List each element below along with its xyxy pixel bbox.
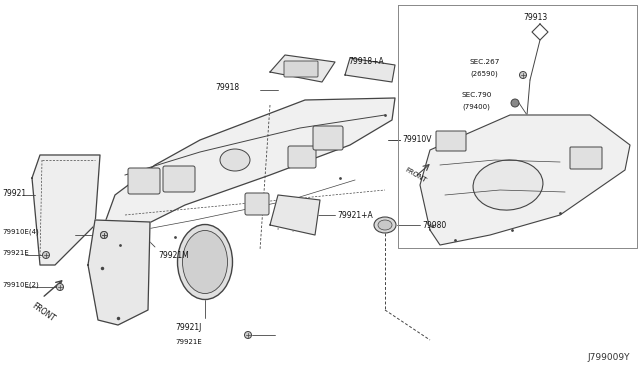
Text: 79921+A: 79921+A (337, 211, 372, 219)
Text: 79913: 79913 (523, 13, 547, 22)
Text: 79921M: 79921M (158, 250, 189, 260)
Text: 79918: 79918 (215, 83, 239, 93)
Ellipse shape (182, 231, 227, 294)
Circle shape (511, 99, 519, 107)
Text: 79980: 79980 (422, 221, 446, 230)
Circle shape (100, 231, 108, 238)
FancyBboxPatch shape (284, 61, 318, 77)
Text: J799009Y: J799009Y (588, 353, 630, 362)
Text: 79921E: 79921E (2, 250, 29, 256)
Text: FRONT: FRONT (404, 167, 428, 183)
Polygon shape (270, 55, 335, 82)
Circle shape (42, 251, 49, 259)
Ellipse shape (220, 149, 250, 171)
Ellipse shape (378, 220, 392, 230)
Text: (26590): (26590) (470, 71, 498, 77)
FancyBboxPatch shape (436, 131, 466, 151)
Text: 79921J: 79921J (175, 324, 202, 333)
Ellipse shape (374, 217, 396, 233)
Polygon shape (345, 58, 395, 82)
Circle shape (100, 231, 108, 238)
Text: SEC.267: SEC.267 (470, 59, 500, 65)
Text: 79921E: 79921E (175, 339, 202, 345)
Circle shape (520, 71, 527, 78)
Text: SEC.790: SEC.790 (462, 92, 492, 98)
Text: (79400): (79400) (462, 104, 490, 110)
Text: 79918+A: 79918+A (348, 58, 384, 67)
Text: 79910E(4): 79910E(4) (2, 229, 39, 235)
Polygon shape (270, 195, 320, 235)
Ellipse shape (177, 224, 232, 299)
Text: 79910V: 79910V (402, 135, 431, 144)
FancyBboxPatch shape (163, 166, 195, 192)
Polygon shape (32, 155, 100, 265)
FancyBboxPatch shape (288, 146, 316, 168)
Text: FRONT: FRONT (30, 301, 56, 323)
FancyBboxPatch shape (128, 168, 160, 194)
Circle shape (244, 331, 252, 339)
FancyBboxPatch shape (313, 126, 343, 150)
Polygon shape (88, 220, 150, 325)
Text: 79910E(2): 79910E(2) (2, 282, 39, 288)
Polygon shape (95, 98, 395, 250)
FancyBboxPatch shape (245, 193, 269, 215)
Circle shape (56, 283, 63, 291)
Ellipse shape (473, 160, 543, 210)
FancyBboxPatch shape (570, 147, 602, 169)
Polygon shape (420, 115, 630, 245)
Polygon shape (398, 5, 637, 248)
Text: 79921: 79921 (2, 189, 26, 198)
